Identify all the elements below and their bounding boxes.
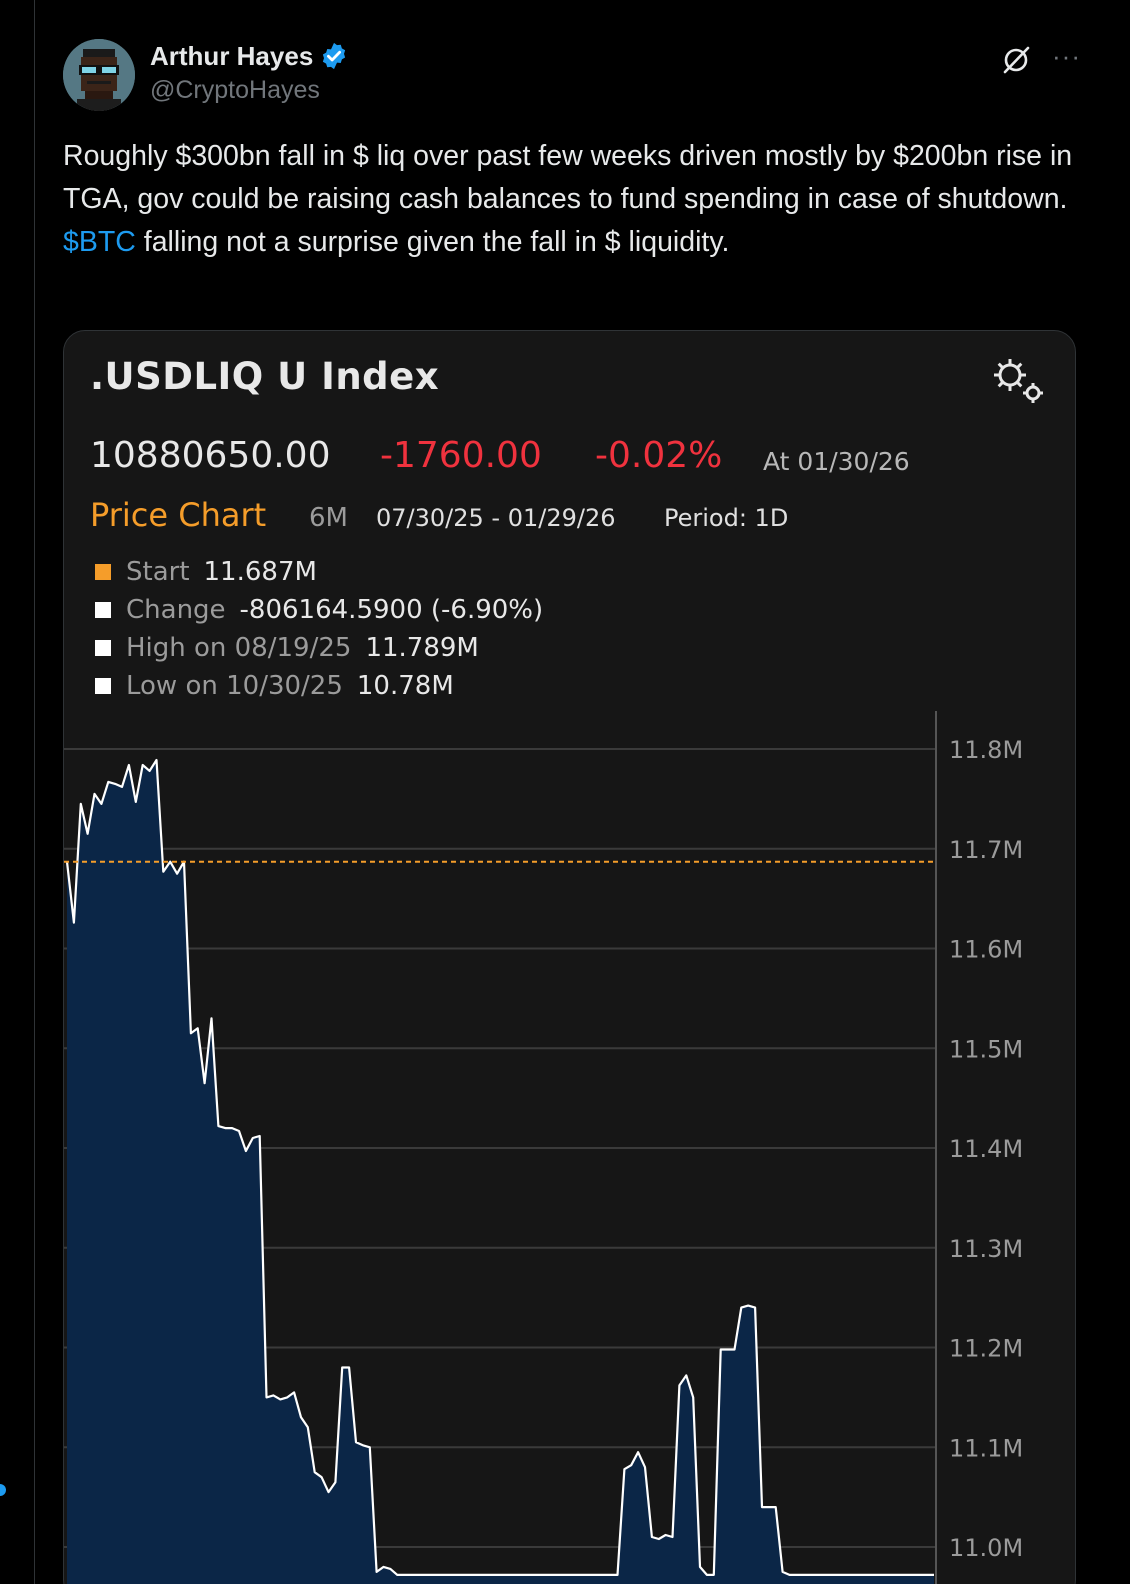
price-area-chart: 11.8M 11.7M 11.6M 11.5M 11.4M 11.3M 11.2M 11.1M… xyxy=(64,711,1023,1584)
legend-swatch xyxy=(95,564,111,580)
price-series-line xyxy=(65,758,934,1576)
y-tick-label: 11.7M xyxy=(949,836,1023,864)
timeline-divider xyxy=(34,0,35,1584)
y-tick-label: 11.2M xyxy=(949,1335,1023,1363)
y-tick-label: 11.0M xyxy=(949,1534,1023,1562)
chart-legend: Start 11.687M Change -806164.5900 (-6.90… xyxy=(95,553,543,705)
period-label: Period: 1D xyxy=(664,504,789,532)
percent-change: -0.02% xyxy=(595,435,723,476)
y-tick-label: 11.6M xyxy=(949,936,1023,964)
as-of-date: At 01/30/26 xyxy=(763,447,910,476)
verified-badge-icon[interactable] xyxy=(319,41,349,71)
grok-icon[interactable] xyxy=(1000,44,1032,76)
date-range: 07/30/25 - 01/29/26 xyxy=(376,504,616,532)
price-chart-header: Price Chart 6M 07/30/25 - 01/29/26 Perio… xyxy=(90,496,1070,536)
index-title: .USDLIQ U Index xyxy=(90,355,440,398)
y-axis-tick-labels: 11.8M 11.7M 11.6M 11.5M 11.4M 11.3M 11.2M 11.1M… xyxy=(949,736,1023,1562)
y-tick-label: 11.1M xyxy=(949,1434,1023,1462)
legend-label: High on 08/19/25 xyxy=(126,633,352,663)
avatar[interactable] xyxy=(63,39,135,111)
last-price: 10880650.00 xyxy=(90,435,331,476)
legend-item-low: Low on 10/30/25 10.78M xyxy=(95,667,543,705)
avatar-pixel-art-icon xyxy=(63,39,135,111)
y-tick-label: 11.8M xyxy=(949,736,1023,764)
tweet-text-part: falling not a surprise given the fall in… xyxy=(135,226,730,258)
legend-label: Start xyxy=(126,557,190,587)
legend-label: Change xyxy=(126,595,226,625)
settings-gear-icon xyxy=(984,353,1052,409)
legend-swatch xyxy=(95,640,111,656)
tweet-text-part: Roughly $300bn fall in $ liq over past f… xyxy=(63,140,1073,215)
quote-row: 10880650.00 -1760.00 -0.02% At 01/30/26 xyxy=(90,435,1070,485)
legend-value: -806164.5900 (-6.90%) xyxy=(239,595,544,625)
price-area-fill xyxy=(67,760,934,1584)
cashtag-link[interactable]: $BTC xyxy=(63,226,136,258)
legend-item-high: High on 08/19/25 11.789M xyxy=(95,629,543,667)
tweet-text: Roughly $300bn fall in $ liq over past f… xyxy=(63,135,1083,264)
legend-value: 11.789M xyxy=(365,633,479,663)
legend-value: 10.78M xyxy=(356,671,454,701)
y-tick-label: 11.5M xyxy=(949,1035,1023,1063)
author-block: Arthur Hayes @CryptoHayes xyxy=(150,40,349,105)
legend-label: Low on 10/30/25 xyxy=(126,671,343,701)
more-options-icon[interactable]: ··· xyxy=(1052,41,1081,71)
legend-item-change: Change -806164.5900 (-6.90%) xyxy=(95,591,543,629)
y-tick-label: 11.4M xyxy=(949,1135,1023,1163)
y-tick-label: 11.3M xyxy=(949,1235,1023,1263)
legend-swatch xyxy=(95,602,111,618)
new-post-indicator[interactable] xyxy=(0,1484,6,1496)
legend-item-start: Start 11.687M xyxy=(95,553,543,591)
price-chart-label: Price Chart xyxy=(90,496,267,534)
range-label: 6M xyxy=(309,503,348,533)
legend-swatch xyxy=(95,678,111,694)
author-name[interactable]: Arthur Hayes xyxy=(150,40,314,71)
legend-value: 11.687M xyxy=(203,557,317,587)
net-change: -1760.00 xyxy=(380,435,542,476)
author-handle[interactable]: @CryptoHayes xyxy=(150,76,320,104)
media-card[interactable]: .USDLIQ U Index 10880650.00 -1760.00 -0.… xyxy=(63,330,1076,1584)
